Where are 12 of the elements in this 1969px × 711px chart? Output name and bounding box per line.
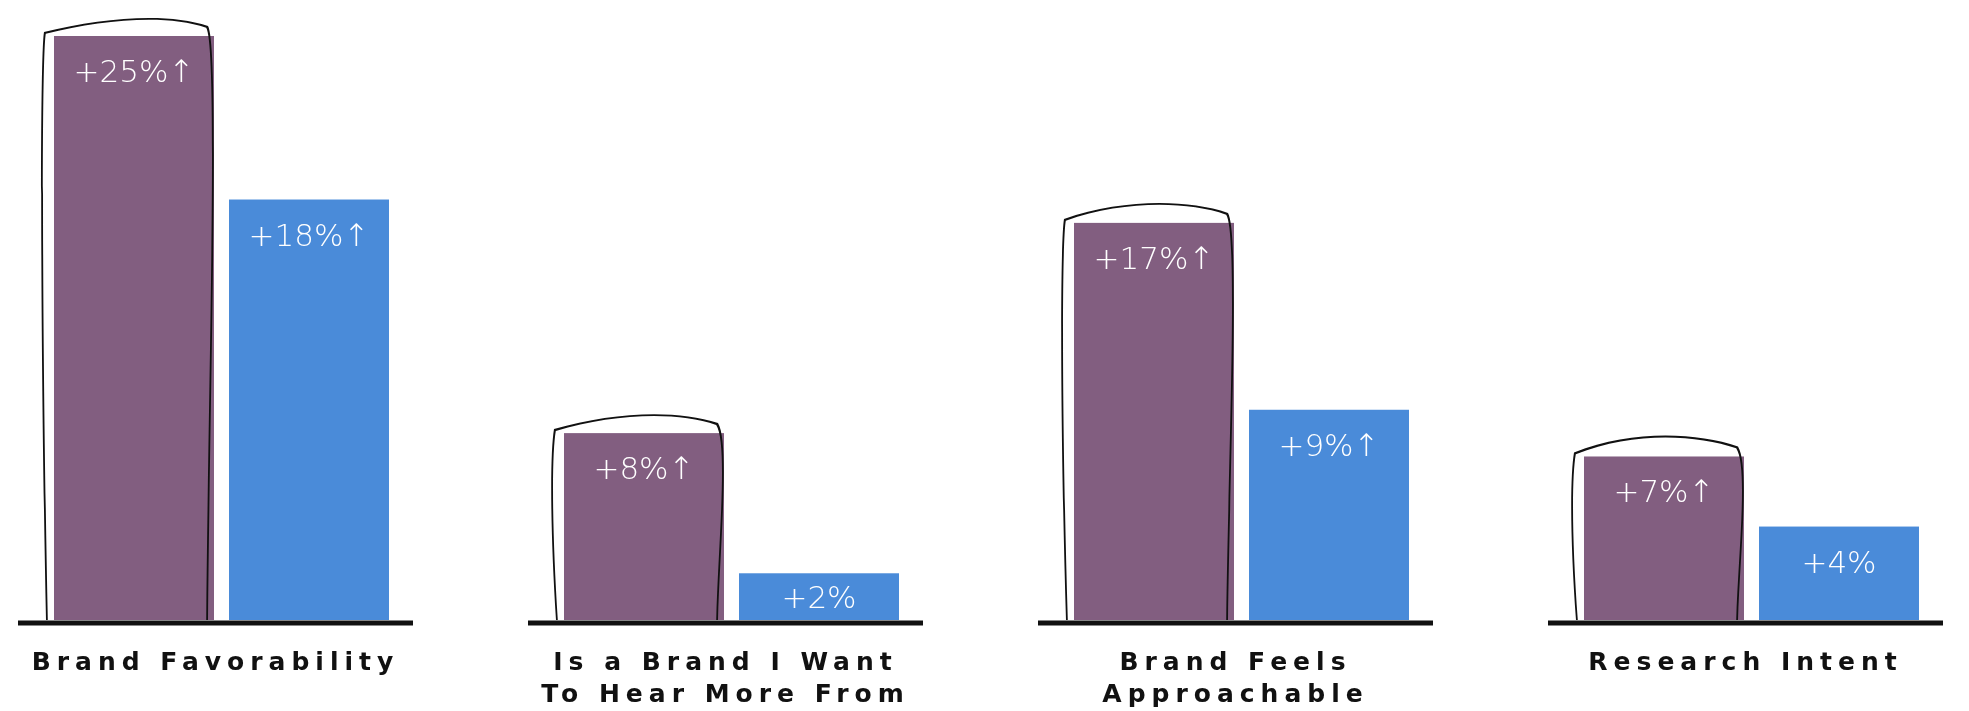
data-label: +18%↑ — [248, 216, 370, 253]
data-label: +2% — [781, 578, 857, 615]
x-tick-label: Brand Feels Approachable — [1102, 647, 1369, 708]
data-label: +9%↑ — [1278, 426, 1380, 463]
data-label: +17%↑ — [1093, 239, 1215, 276]
data-label: +4% — [1801, 543, 1877, 580]
data-label: +25%↑ — [73, 53, 195, 89]
data-label: +8%↑ — [593, 450, 695, 487]
x-tick-label: Research Intent — [1588, 647, 1903, 676]
data-label: +7%↑ — [1613, 473, 1715, 510]
x-tick-label: Brand Favorability — [31, 647, 400, 676]
x-tick-label: Is a Brand I Want To Hear More From — [541, 647, 910, 708]
